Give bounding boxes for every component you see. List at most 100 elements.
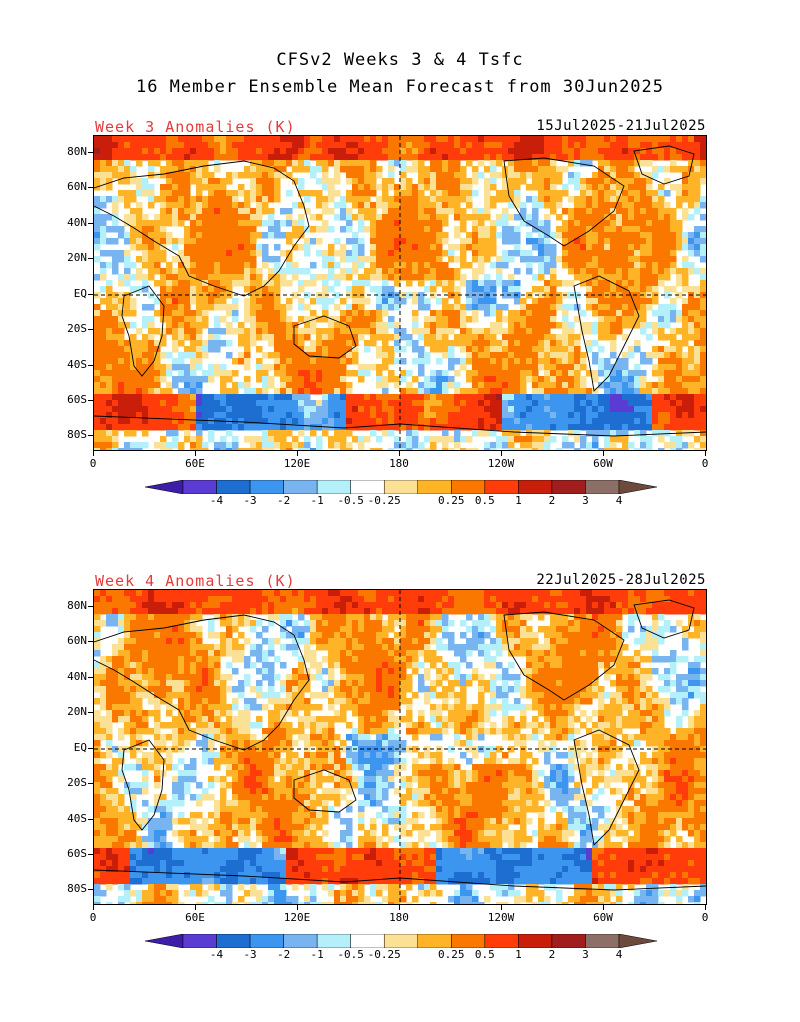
anomaly-cell bbox=[694, 608, 701, 615]
anomaly-cell bbox=[286, 370, 293, 377]
lon-tick bbox=[297, 451, 298, 456]
anomaly-cell bbox=[520, 596, 527, 603]
anomaly-cell bbox=[328, 334, 335, 341]
anomaly-cell bbox=[682, 364, 689, 371]
anomaly-cell bbox=[622, 394, 629, 401]
anomaly-cell bbox=[442, 172, 449, 179]
anomaly-cell bbox=[292, 232, 299, 239]
anomaly-cell bbox=[112, 340, 119, 347]
anomaly-cell bbox=[466, 178, 473, 185]
anomaly-cell bbox=[424, 238, 431, 245]
anomaly-cell bbox=[424, 340, 431, 347]
anomaly-cell bbox=[304, 370, 311, 377]
anomaly-cell bbox=[484, 166, 491, 173]
anomaly-cell bbox=[100, 172, 107, 179]
anomaly-cell bbox=[556, 448, 563, 450]
anomaly-cell bbox=[430, 136, 437, 143]
anomaly-cell bbox=[106, 436, 113, 443]
anomaly-cell bbox=[610, 250, 617, 257]
anomaly-cell bbox=[358, 202, 365, 209]
anomaly-cell bbox=[412, 394, 419, 401]
anomaly-cell bbox=[502, 220, 509, 227]
anomaly-cell bbox=[118, 596, 125, 603]
anomaly-cell bbox=[148, 608, 155, 615]
anomaly-cell bbox=[112, 620, 119, 627]
anomaly-cell bbox=[412, 346, 419, 353]
anomaly-cell bbox=[532, 148, 539, 155]
anomaly-cell bbox=[682, 196, 689, 203]
anomaly-cell bbox=[550, 268, 557, 275]
anomaly-cell bbox=[466, 448, 473, 450]
anomaly-cell bbox=[544, 406, 551, 413]
colorbar-high-arrow bbox=[619, 480, 657, 494]
anomaly-cell bbox=[556, 172, 563, 179]
anomaly-cell bbox=[244, 608, 251, 615]
anomaly-cell bbox=[628, 382, 635, 389]
anomaly-cell bbox=[388, 178, 395, 185]
anomaly-cell bbox=[388, 322, 395, 329]
anomaly-cell bbox=[130, 220, 137, 227]
anomaly-cell bbox=[166, 322, 173, 329]
anomaly-cell bbox=[442, 298, 449, 305]
anomaly-cell bbox=[430, 328, 437, 335]
anomaly-cell bbox=[124, 590, 131, 597]
anomaly-cell bbox=[322, 154, 329, 161]
anomaly-cell bbox=[640, 596, 647, 603]
anomaly-cell bbox=[286, 382, 293, 389]
anomaly-cell bbox=[130, 166, 137, 173]
anomaly-cell bbox=[106, 412, 113, 419]
anomaly-cell bbox=[412, 436, 419, 443]
anomaly-cell bbox=[412, 412, 419, 419]
anomaly-cell bbox=[652, 590, 659, 597]
anomaly-cell bbox=[370, 154, 377, 161]
anomaly-cell bbox=[568, 322, 575, 329]
anomaly-cell bbox=[382, 250, 389, 257]
anomaly-cell bbox=[340, 160, 347, 167]
anomaly-cell bbox=[256, 280, 263, 287]
anomaly-cell bbox=[250, 184, 257, 191]
anomaly-cell bbox=[484, 190, 491, 197]
anomaly-cell bbox=[454, 196, 461, 203]
anomaly-cell bbox=[490, 358, 497, 365]
anomaly-cell bbox=[226, 172, 233, 179]
anomaly-cell bbox=[172, 136, 179, 143]
anomaly-cell bbox=[418, 226, 425, 233]
anomaly-cell bbox=[154, 136, 161, 143]
anomaly-cell bbox=[424, 172, 431, 179]
anomaly-cell bbox=[124, 136, 131, 143]
anomaly-cell bbox=[604, 232, 611, 239]
anomaly-cell bbox=[94, 430, 101, 437]
anomaly-cell bbox=[292, 436, 299, 443]
anomaly-cell bbox=[100, 364, 107, 371]
anomaly-cell bbox=[184, 364, 191, 371]
anomaly-cell bbox=[388, 208, 395, 215]
anomaly-cell bbox=[346, 160, 353, 167]
anomaly-cell bbox=[382, 304, 389, 311]
anomaly-cell bbox=[556, 394, 563, 401]
anomaly-cell bbox=[418, 142, 425, 149]
anomaly-cell bbox=[100, 370, 107, 377]
anomaly-cell bbox=[532, 418, 539, 425]
anomaly-cell bbox=[556, 166, 563, 173]
anomaly-cell bbox=[100, 394, 107, 401]
anomaly-cell bbox=[496, 400, 503, 407]
anomaly-cell bbox=[214, 160, 221, 167]
anomaly-cell bbox=[544, 596, 551, 603]
anomaly-cell bbox=[574, 148, 581, 155]
anomaly-cell bbox=[622, 160, 629, 167]
anomaly-cell bbox=[196, 250, 203, 257]
anomaly-cell bbox=[208, 400, 215, 407]
anomaly-cell bbox=[346, 172, 353, 179]
anomaly-cell bbox=[574, 346, 581, 353]
anomaly-cell bbox=[490, 340, 497, 347]
anomaly-cell bbox=[466, 352, 473, 359]
anomaly-cell bbox=[640, 370, 647, 377]
anomaly-cell bbox=[574, 220, 581, 227]
anomaly-cell bbox=[478, 220, 485, 227]
anomaly-cell bbox=[334, 394, 341, 401]
lon-tick bbox=[399, 451, 400, 456]
anomaly-cell bbox=[310, 172, 317, 179]
anomaly-cell bbox=[544, 316, 551, 323]
anomaly-cell bbox=[580, 208, 587, 215]
anomaly-cell bbox=[250, 208, 257, 215]
